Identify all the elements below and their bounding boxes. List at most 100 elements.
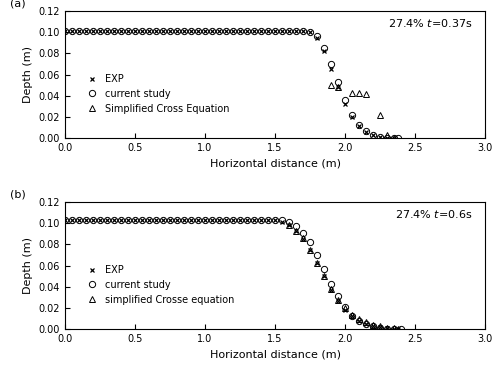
EXP xyxy=(90,29,96,33)
EXP xyxy=(258,218,264,222)
current study xyxy=(83,218,89,222)
Text: 27.4% $t$=0.37s: 27.4% $t$=0.37s xyxy=(388,17,472,29)
EXP xyxy=(202,29,208,33)
EXP xyxy=(237,29,243,33)
current study xyxy=(230,218,236,222)
Text: (b): (b) xyxy=(10,190,26,199)
current study xyxy=(132,29,138,33)
current study xyxy=(349,313,355,318)
EXP xyxy=(314,35,320,40)
current study xyxy=(69,29,75,33)
current study xyxy=(370,133,376,137)
EXP xyxy=(97,29,103,33)
current study xyxy=(104,218,110,222)
EXP xyxy=(90,218,96,222)
current study xyxy=(384,136,390,141)
current study xyxy=(293,29,299,33)
current study xyxy=(153,29,159,33)
current study xyxy=(314,253,320,257)
EXP xyxy=(76,29,82,33)
EXP xyxy=(293,228,299,233)
EXP xyxy=(209,29,215,33)
simplified Crosse equation xyxy=(384,326,390,330)
current study xyxy=(167,218,173,222)
current study xyxy=(398,327,404,332)
current study xyxy=(265,29,271,33)
X-axis label: Horizontal distance (m): Horizontal distance (m) xyxy=(210,159,340,169)
simplified Crosse equation xyxy=(363,320,369,324)
simplified Crosse equation xyxy=(314,260,320,265)
EXP xyxy=(265,218,271,222)
EXP xyxy=(342,102,348,107)
simplified Crosse equation xyxy=(328,287,334,291)
Simplified Cross Equation xyxy=(391,136,397,141)
EXP xyxy=(230,218,236,222)
current study xyxy=(97,29,103,33)
EXP xyxy=(272,29,278,33)
EXP xyxy=(111,29,117,33)
current study xyxy=(356,122,362,127)
current study xyxy=(349,113,355,117)
simplified Crosse equation xyxy=(321,274,327,279)
EXP xyxy=(279,220,285,224)
EXP xyxy=(356,123,362,128)
EXP xyxy=(195,29,201,33)
EXP xyxy=(342,308,348,313)
EXP xyxy=(209,218,215,222)
current study xyxy=(244,29,250,33)
EXP xyxy=(69,218,75,222)
current study xyxy=(202,29,208,33)
current study xyxy=(90,218,96,222)
current study xyxy=(321,267,327,271)
Y-axis label: Depth (m): Depth (m) xyxy=(23,46,33,103)
EXP xyxy=(328,288,334,292)
Text: 27.4% $t$=0.6s: 27.4% $t$=0.6s xyxy=(395,208,472,220)
current study xyxy=(195,29,201,33)
EXP xyxy=(139,29,145,33)
current study xyxy=(139,218,145,222)
EXP xyxy=(216,29,222,33)
EXP xyxy=(118,218,124,222)
current study xyxy=(377,326,383,330)
current study xyxy=(125,29,131,33)
EXP xyxy=(153,29,159,33)
EXP xyxy=(146,218,152,222)
Simplified Cross Equation xyxy=(335,85,341,90)
EXP xyxy=(174,29,180,33)
current study xyxy=(76,218,82,222)
Line: current study: current study xyxy=(62,28,402,142)
EXP xyxy=(244,218,250,222)
EXP xyxy=(349,313,355,318)
EXP xyxy=(62,29,68,33)
current study xyxy=(307,30,313,34)
EXP xyxy=(97,218,103,222)
EXP xyxy=(384,326,390,330)
EXP xyxy=(370,133,376,137)
current study xyxy=(384,327,390,332)
current study xyxy=(209,29,215,33)
current study xyxy=(174,218,180,222)
EXP xyxy=(363,322,369,326)
EXP xyxy=(363,130,369,134)
current study xyxy=(300,29,306,33)
current study xyxy=(90,29,96,33)
EXP xyxy=(321,274,327,279)
current study xyxy=(328,281,334,286)
EXP xyxy=(216,218,222,222)
current study xyxy=(300,231,306,235)
EXP xyxy=(188,218,194,222)
Legend: EXP, current study, simplified Crosse equation: EXP, current study, simplified Crosse eq… xyxy=(78,261,238,309)
current study xyxy=(174,29,180,33)
simplified Crosse equation xyxy=(335,298,341,302)
EXP xyxy=(307,30,313,34)
current study xyxy=(223,218,229,222)
Line: Simplified Cross Equation: Simplified Cross Equation xyxy=(328,82,397,141)
EXP xyxy=(111,218,117,222)
current study xyxy=(216,218,222,222)
Y-axis label: Depth (m): Depth (m) xyxy=(23,237,33,294)
EXP xyxy=(384,136,390,141)
EXP xyxy=(153,218,159,222)
current study xyxy=(293,224,299,229)
EXP xyxy=(395,327,401,332)
current study xyxy=(188,29,194,33)
